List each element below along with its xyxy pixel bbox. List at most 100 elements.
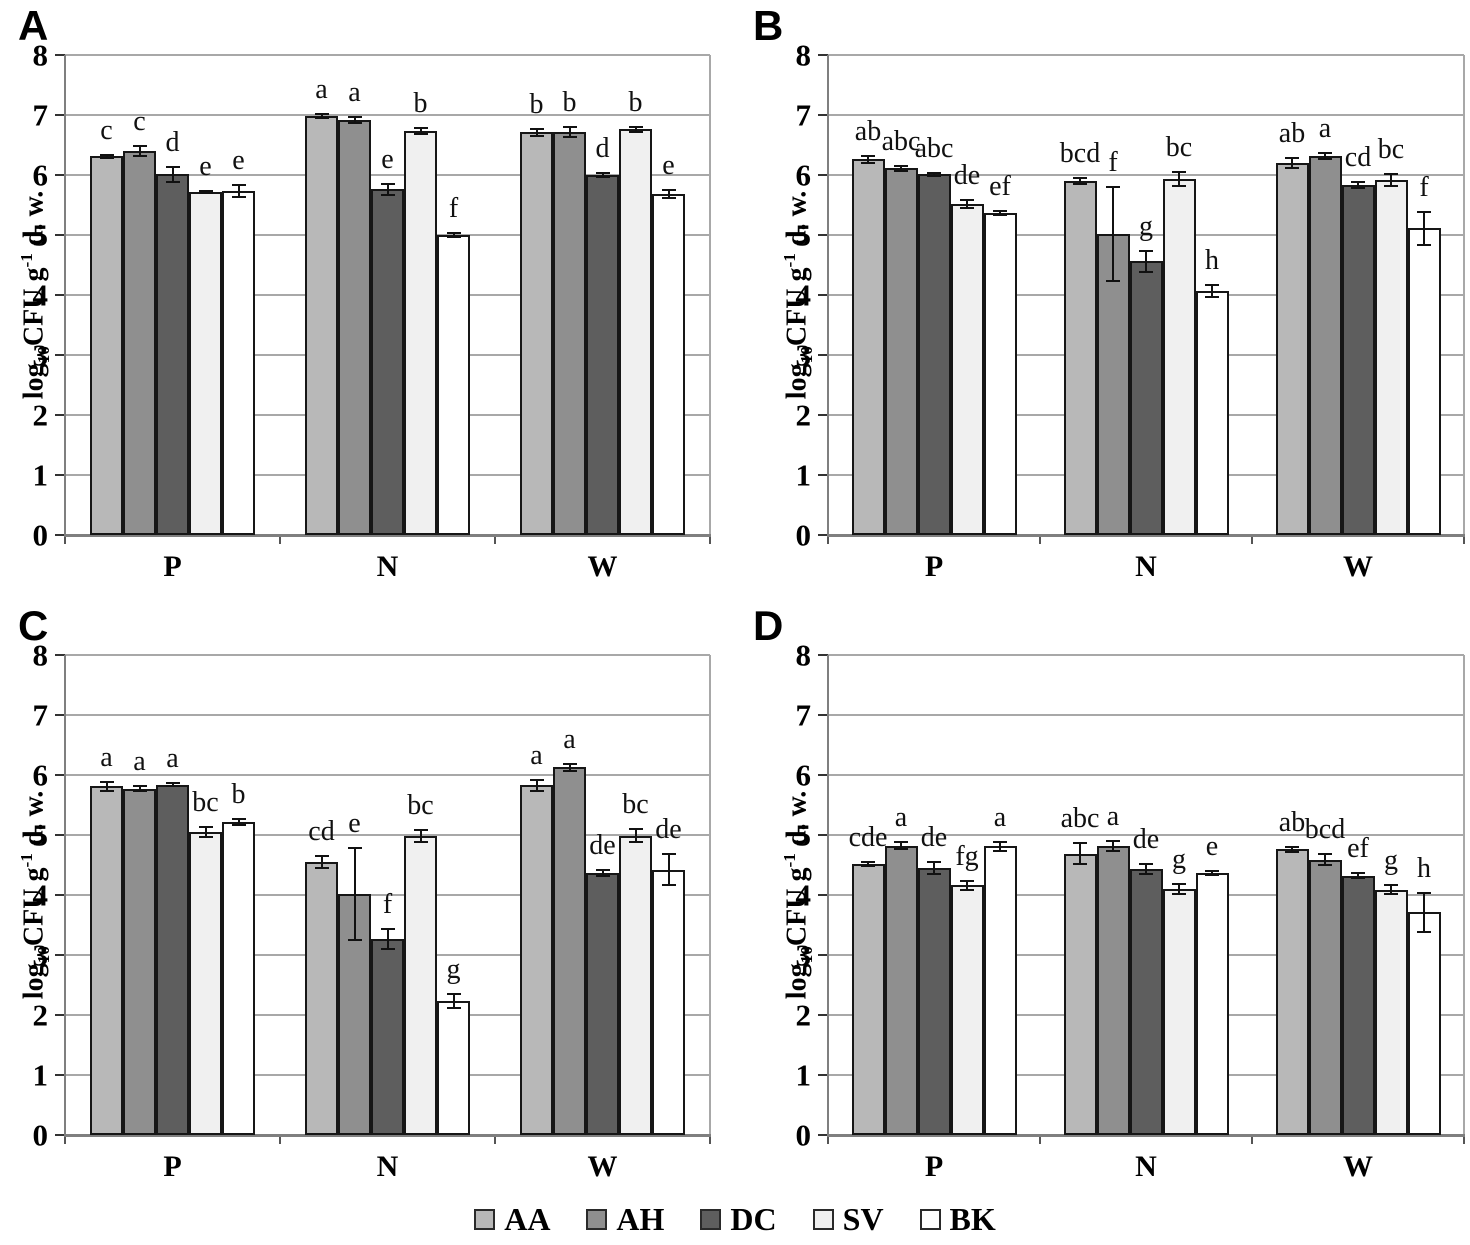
legend-label-AH: AH xyxy=(616,1200,665,1237)
error-bar-cap-bottom xyxy=(1106,849,1120,852)
y-tick-mark xyxy=(55,834,65,836)
y-axis-title: log10CFU g-1 d. w. xyxy=(17,190,53,400)
bar-DC-N xyxy=(1129,261,1163,535)
bar-SV-W xyxy=(619,835,652,1135)
grid-line-y7 xyxy=(828,114,1464,116)
grid-line-y5 xyxy=(65,834,710,836)
error-bar-line xyxy=(1324,854,1326,865)
x-axis xyxy=(827,1134,1465,1137)
y-axis-title: log10CFU g-1 d. w. xyxy=(780,790,816,1000)
y-tick-mark xyxy=(818,954,828,956)
error-bar-cap-bottom xyxy=(960,889,974,892)
y-tick-label: 3 xyxy=(32,937,49,973)
grid-line-y5 xyxy=(828,834,1464,836)
y-tick-label: 0 xyxy=(32,1117,49,1153)
error-bar-cap-top xyxy=(446,993,461,995)
sig-letter-AA-N: cd xyxy=(308,816,335,847)
y-tick-label: 0 xyxy=(32,517,49,553)
legend-swatch-SV xyxy=(812,1208,834,1230)
error-bar-cap-top xyxy=(1285,157,1299,160)
error-bar-cap-top xyxy=(1318,152,1332,155)
panel-label-A: A xyxy=(18,2,49,49)
x-tick-mark xyxy=(494,535,496,544)
y-tick-label: 8 xyxy=(32,37,49,73)
y-tick-mark xyxy=(55,474,65,476)
error-bar-cap-top xyxy=(1351,872,1365,875)
error-bar-line xyxy=(634,829,637,843)
error-bar-cap-bottom xyxy=(1351,877,1365,880)
y-tick-mark xyxy=(55,1134,65,1136)
y-tick-label: 6 xyxy=(795,157,812,193)
error-bar-line xyxy=(867,155,869,163)
y-tick-label: 3 xyxy=(32,337,49,373)
error-bar-cap-bottom xyxy=(661,884,676,887)
bar-AA-P xyxy=(90,156,123,535)
error-bar-line xyxy=(535,128,538,136)
error-bar-cap-bottom xyxy=(1172,185,1186,188)
legend-item-SV: SV xyxy=(812,1201,884,1238)
x-category-label-W: W xyxy=(587,1150,618,1183)
y-tick-mark xyxy=(55,954,65,956)
sig-letter-BK-P: ef xyxy=(989,171,1011,202)
y-tick-mark xyxy=(55,774,65,776)
y-axis-title: log10CFU g-1 d. w. xyxy=(17,790,53,1000)
grid-line-y8 xyxy=(65,54,710,56)
error-bar-cap-bottom xyxy=(99,157,114,160)
y-tick-mark xyxy=(55,654,65,656)
sig-letter-BK-P: a xyxy=(993,801,1007,833)
error-bar-cap-bottom xyxy=(380,193,395,196)
y-tick-label: 7 xyxy=(795,697,812,733)
error-bar-cap-top xyxy=(198,189,213,192)
sig-letter-AH-N: f xyxy=(1108,147,1118,178)
y-tick-mark xyxy=(55,1014,65,1016)
sig-letter-BK-W: de xyxy=(655,814,682,846)
error-bar-cap-bottom xyxy=(347,122,362,125)
y-tick-label: 2 xyxy=(795,997,812,1033)
error-bar-line xyxy=(138,786,141,792)
sig-letter-AH-P: c xyxy=(133,105,146,137)
error-bar-cap-top xyxy=(960,198,974,201)
bar-BK-N xyxy=(437,235,470,535)
bar-SV-P xyxy=(189,191,222,535)
error-bar-cap-bottom xyxy=(1073,183,1087,185)
grid-line-y6 xyxy=(828,174,1464,176)
sig-letter-AA-N: abc xyxy=(1060,803,1100,835)
y-tick-label: 8 xyxy=(795,37,812,73)
y-tick-label: 4 xyxy=(795,277,812,313)
y-tick-label: 6 xyxy=(795,757,812,793)
y-tick-mark xyxy=(818,834,828,836)
bar-SV-N xyxy=(404,836,437,1135)
error-bar-cap-top xyxy=(1106,186,1120,188)
y-tick-mark xyxy=(818,54,828,56)
error-bar-cap-bottom xyxy=(1417,243,1431,246)
bar-BK-W xyxy=(1407,228,1441,535)
error-bar-line xyxy=(1324,153,1326,160)
legend-label-BK: BK xyxy=(949,1200,996,1237)
bar-DC-W xyxy=(586,873,619,1135)
error-bar-cap-bottom xyxy=(1417,930,1431,933)
error-bar-line xyxy=(900,842,902,850)
x-category-label-N: N xyxy=(1135,1150,1157,1183)
x-category-label-N: N xyxy=(376,1150,399,1183)
error-bar-line xyxy=(1357,182,1359,189)
error-bar-cap-bottom xyxy=(894,848,908,851)
legend-label-AA: AA xyxy=(504,1200,551,1237)
bar-AH-P xyxy=(884,845,918,1135)
bar-BK-W xyxy=(652,194,685,535)
y-tick-mark xyxy=(818,1134,828,1136)
y-tick-mark xyxy=(55,414,65,416)
y-tick-mark xyxy=(55,234,65,236)
error-bar-cap-top xyxy=(1139,250,1153,253)
error-bar-cap-top xyxy=(99,153,114,156)
error-bar-cap-bottom xyxy=(562,135,577,138)
bar-AA-W xyxy=(1275,163,1309,535)
y-tick-mark xyxy=(818,894,828,896)
x-tick-mark xyxy=(64,535,66,544)
sig-letter-AA-N: bcd xyxy=(1059,138,1101,169)
y-tick-label: 1 xyxy=(795,1057,812,1093)
grid-line-y5 xyxy=(828,234,1464,236)
y-tick-mark xyxy=(55,1074,65,1076)
error-bar-line xyxy=(1423,212,1425,245)
